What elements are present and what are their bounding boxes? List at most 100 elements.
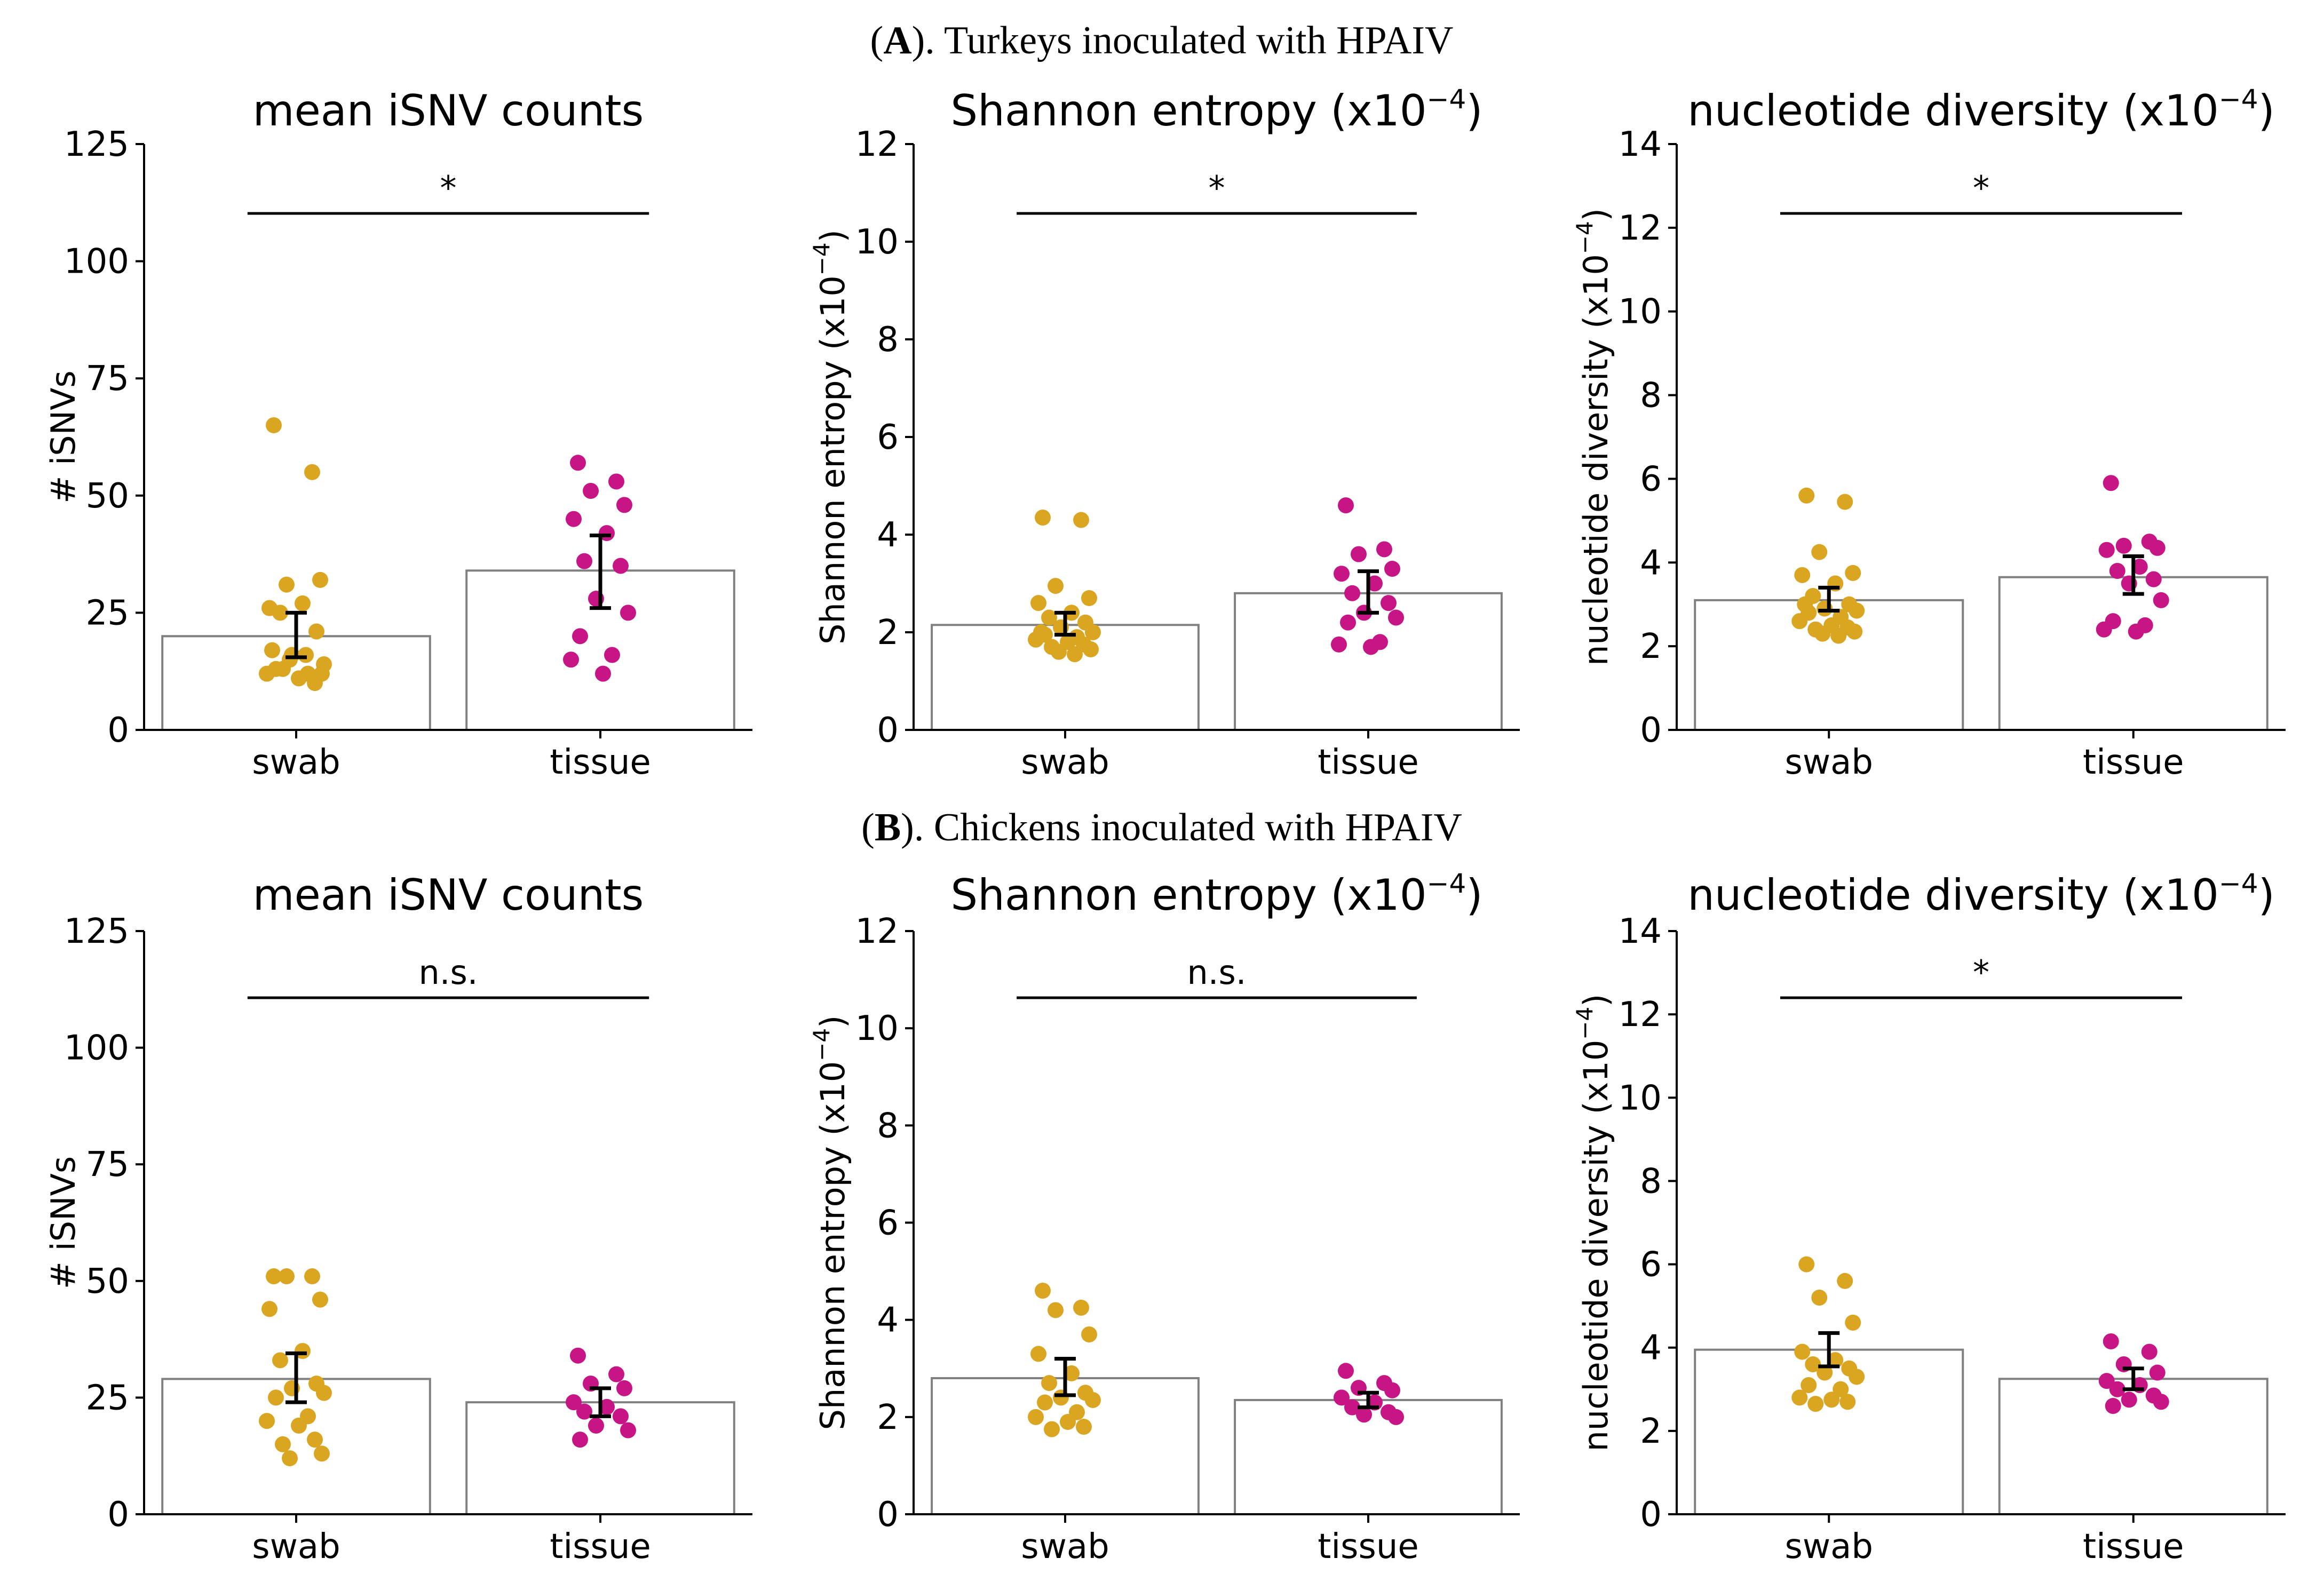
y-tick-label: 10 [855,1009,899,1048]
point-swab [1827,1352,1844,1369]
point-swab [1805,1356,1821,1372]
point-swab [1817,1364,1833,1381]
point-swab [279,1268,295,1285]
point-swab [304,1268,320,1285]
section-letter: B [875,806,901,849]
point-tissue [2096,621,2112,638]
point-swab [1833,1381,1849,1397]
point-swab [308,623,324,640]
y-tick-label: 14 [1619,125,1662,164]
y-tick-label: 12 [1619,209,1662,248]
point-swab [1081,1326,1097,1342]
x-tick-label: swab [1021,743,1109,782]
panel-a-3: nucleotide diversity (x10−4)nucleotide d… [1572,84,2286,782]
y-axis-label: Shannon entropy (x10−4) [808,1015,852,1430]
point-tissue [616,497,632,513]
point-swab [1044,1421,1060,1437]
point-swab [1830,627,1847,644]
y-tick-label: 2 [1640,627,1662,666]
point-tissue [566,511,582,527]
y-tick-label: 6 [1640,1245,1662,1285]
point-tissue [566,1394,582,1411]
y-axis-label: # iSNVs [44,1156,83,1289]
point-tissue [2149,539,2166,556]
point-tissue [613,558,629,574]
point-swab [1028,1409,1044,1425]
panel-a-2: Shannon entropy (x10−4)Shannon entropy (… [808,84,1520,782]
y-axis-label-main: Shannon entropy (x10 [813,1061,852,1430]
y-tick-label: 100 [64,1029,129,1068]
point-tissue [570,455,586,471]
point-swab [1798,1256,1815,1273]
x-tick-label: swab [252,1527,340,1567]
point-tissue [583,483,599,499]
y-axis-label-sup: −4 [808,1028,835,1061]
point-tissue [1340,614,1356,631]
y-tick-label: 75 [86,1145,129,1185]
section-title: (A). Turkeys inoculated with HPAIV [870,19,1454,62]
point-tissue [563,651,579,668]
point-swab [1037,1394,1053,1411]
y-axis-label-end: ) [813,229,852,242]
point-tissue [1351,546,1367,562]
point-swab [1085,624,1101,640]
point-tissue [1381,595,1397,611]
y-axis-label-main: nucleotide diversity (x10 [1576,1040,1615,1452]
point-swab [295,595,311,611]
point-swab [1081,590,1097,606]
point-swab [1067,646,1083,663]
y-tick-label: 8 [1640,376,1662,416]
bar-tissue [1998,576,2269,731]
y-tick-label: 75 [86,359,129,399]
point-swab [1849,1369,1865,1385]
point-swab [312,1291,328,1308]
point-tissue [620,605,636,621]
y-axis-label: nucleotide diversity (x10−4) [1572,208,1615,666]
point-tissue [2149,1364,2166,1381]
panel-title: nucleotide diversity (x10−4) [1687,84,2275,136]
point-swab [1073,512,1089,528]
panel-title-end: ) [1466,86,1482,136]
point-tissue [2103,1333,2119,1350]
point-tissue [1388,609,1404,626]
x-tick-label: tissue [2083,743,2184,782]
point-swab [314,665,330,682]
point-tissue [608,473,624,490]
y-axis-label-sup: −4 [1572,221,1598,254]
point-swab [1041,609,1057,626]
point-tissue [1334,566,1350,582]
point-tissue [1367,575,1383,592]
panel-title-main: nucleotide diversity (x10 [1687,86,2219,136]
y-tick-label: 12 [1619,995,1662,1035]
point-swab [1791,1389,1808,1406]
x-tick-label: swab [252,743,340,782]
y-tick-label: 125 [64,912,129,951]
point-swab [1064,1365,1080,1381]
panel-title: nucleotide diversity (x10−4) [1687,868,2275,920]
panel-title-main: Shannon entropy (x10 [950,870,1426,920]
y-tick-label: 0 [107,1495,129,1535]
y-axis-label-main: # iSNVs [44,370,83,503]
point-tissue [2121,1392,2137,1408]
point-swab [291,1417,307,1434]
y-tick-label: 0 [1640,711,1662,750]
point-swab [314,1445,330,1462]
point-tissue [608,1366,624,1382]
point-swab [1791,613,1808,630]
point-swab [1811,544,1828,560]
point-tissue [1344,585,1360,601]
point-tissue [572,1432,588,1448]
x-tick-label: tissue [550,1527,651,1567]
point-swab [307,1432,323,1448]
y-tick-label: 6 [1640,459,1662,499]
point-swab [1076,1419,1092,1435]
y-tick-label: 0 [877,711,899,750]
section-title-paren: ( [870,19,884,62]
y-tick-label: 125 [64,125,129,164]
x-tick-label: swab [1021,1527,1109,1567]
point-swab [1030,595,1046,611]
y-tick-label: 0 [877,1495,899,1535]
y-tick-label: 10 [1619,292,1662,332]
section-letter: A [883,19,911,62]
significance-label: n.s. [418,953,478,992]
